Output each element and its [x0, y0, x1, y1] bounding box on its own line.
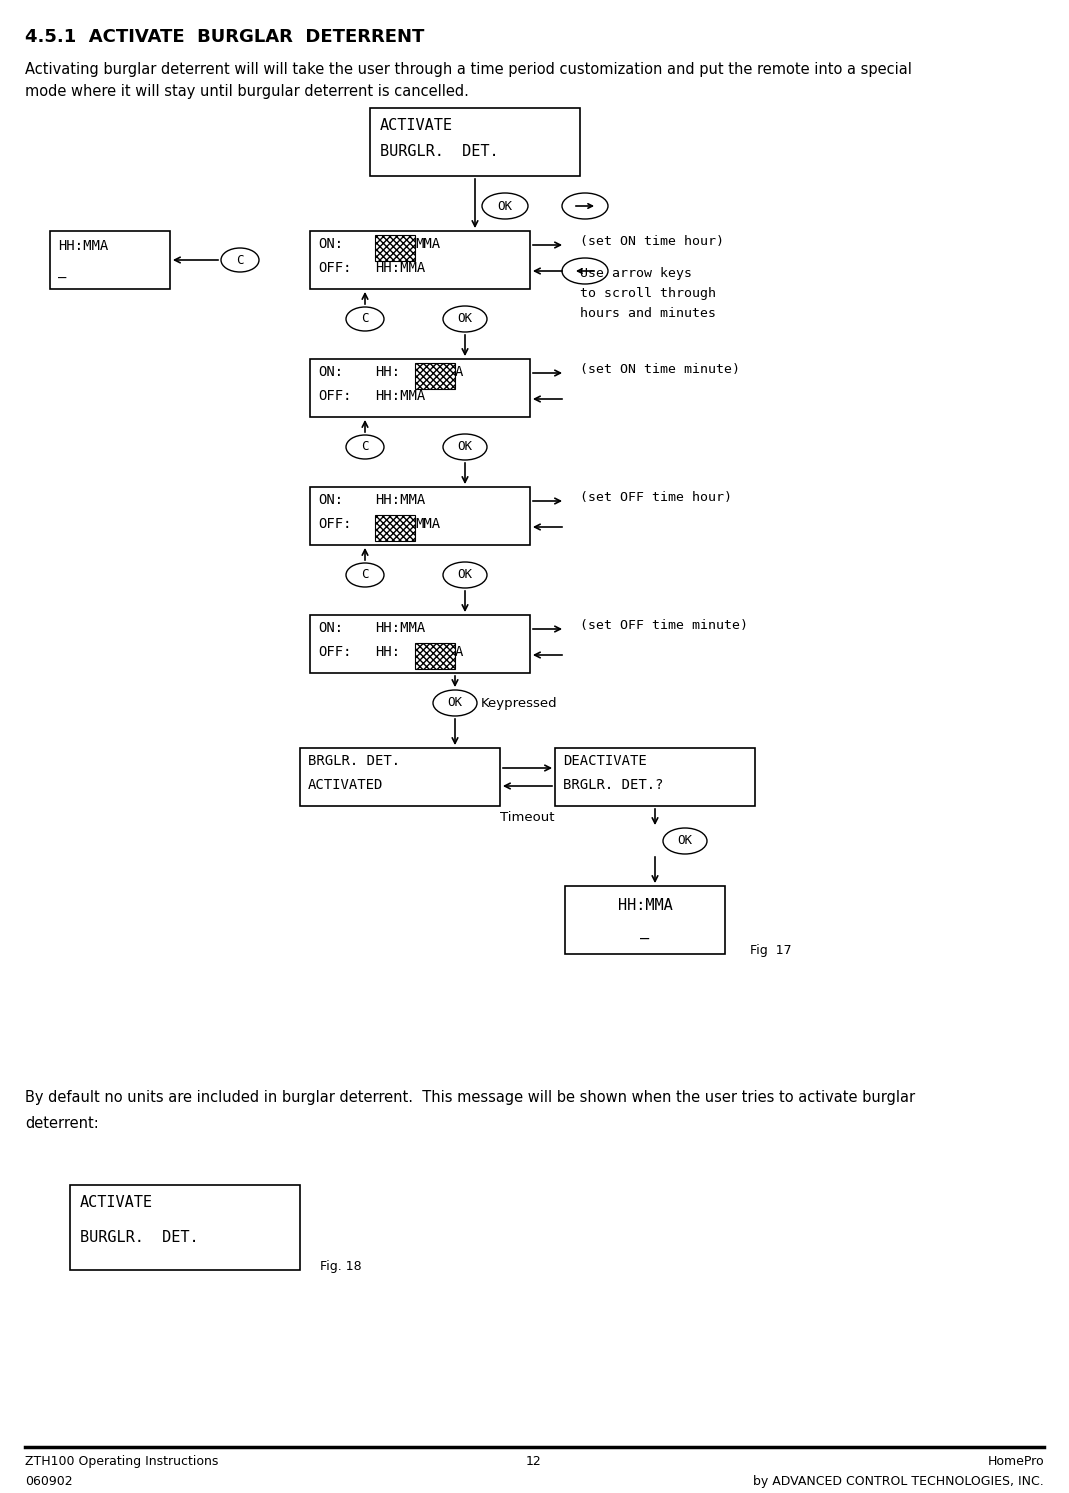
Text: mode where it will stay until burgular deterrent is cancelled.: mode where it will stay until burgular d… [25, 84, 469, 99]
Text: (set ON time hour): (set ON time hour) [580, 234, 724, 248]
Text: ACTIVATED: ACTIVATED [308, 778, 384, 791]
Ellipse shape [663, 829, 707, 854]
Bar [415, 363, 455, 390]
Text: Timeout: Timeout [499, 811, 554, 824]
Text: ZTH100 Operating Instructions: ZTH100 Operating Instructions [25, 1456, 218, 1468]
Text: (set OFF time minute): (set OFF time minute) [580, 620, 748, 632]
Text: HH:MMA: HH:MMA [375, 261, 425, 275]
Text: OK: OK [458, 440, 472, 454]
Text: HH:MMA: HH:MMA [375, 390, 425, 403]
Text: 12: 12 [526, 1456, 542, 1468]
Text: OK: OK [448, 697, 463, 709]
Text: OFF:: OFF: [317, 517, 352, 532]
Ellipse shape [346, 563, 384, 587]
Text: BRGLR. DET.?: BRGLR. DET.? [563, 778, 664, 791]
Text: _: _ [58, 264, 66, 279]
Text: C: C [361, 569, 369, 581]
Text: HH:: HH: [375, 364, 400, 379]
Text: HH:: HH: [375, 645, 400, 658]
Bar [370, 107, 580, 176]
Text: 060902: 060902 [25, 1475, 73, 1489]
Text: Use arrow keys: Use arrow keys [580, 267, 692, 281]
Bar [415, 643, 455, 669]
Text: OK: OK [458, 312, 472, 325]
Text: C: C [361, 312, 369, 325]
Text: (set OFF time hour): (set OFF time hour) [580, 491, 732, 505]
Ellipse shape [562, 193, 608, 219]
Text: Activating burglar deterrent will will take the user through a time period custo: Activating burglar deterrent will will t… [25, 63, 912, 78]
Text: deterrent:: deterrent: [25, 1115, 98, 1132]
Text: OK: OK [497, 200, 512, 212]
Text: DEACTIVATE: DEACTIVATE [563, 754, 647, 767]
Text: OFF:: OFF: [317, 261, 352, 275]
Text: ON:: ON: [317, 621, 343, 635]
Bar [310, 358, 530, 417]
Ellipse shape [482, 193, 528, 219]
Text: OK: OK [458, 569, 472, 581]
Bar [375, 515, 415, 540]
Text: ACTIVATE: ACTIVATE [80, 1194, 153, 1209]
Bar [50, 231, 170, 290]
Text: by ADVANCED CONTROL TECHNOLOGIES, INC.: by ADVANCED CONTROL TECHNOLOGIES, INC. [754, 1475, 1044, 1489]
Text: C: C [361, 440, 369, 454]
Text: A: A [455, 364, 463, 379]
Text: ON:: ON: [317, 364, 343, 379]
Text: HH:MMA: HH:MMA [375, 493, 425, 508]
Text: C: C [236, 254, 244, 266]
Text: ON:: ON: [317, 237, 343, 251]
Text: 4.5.1  ACTIVATE  BURGLAR  DETERRENT: 4.5.1 ACTIVATE BURGLAR DETERRENT [25, 28, 424, 46]
Text: Keypressed: Keypressed [481, 697, 558, 709]
Bar [69, 1185, 300, 1271]
Ellipse shape [433, 690, 477, 717]
Text: By default no units are included in burglar deterrent.  This message will be sho: By default no units are included in burg… [25, 1090, 915, 1105]
Ellipse shape [562, 258, 608, 284]
Text: HH:MMA: HH:MMA [58, 239, 108, 252]
Text: BURGLR.  DET.: BURGLR. DET. [80, 1230, 199, 1245]
Text: MMA: MMA [415, 517, 440, 532]
Bar [310, 487, 530, 545]
Bar [310, 231, 530, 290]
Bar [375, 234, 415, 261]
Text: OFF:: OFF: [317, 390, 352, 403]
Text: HH:MMA: HH:MMA [618, 897, 672, 914]
Bar [310, 615, 530, 673]
Text: OFF:: OFF: [317, 645, 352, 658]
Text: _: _ [640, 924, 650, 939]
Text: ON:: ON: [317, 493, 343, 508]
Text: ACTIVATE: ACTIVATE [379, 118, 453, 133]
Bar [566, 885, 725, 954]
Text: hours and minutes: hours and minutes [580, 308, 716, 320]
Ellipse shape [443, 306, 487, 331]
Text: (set ON time minute): (set ON time minute) [580, 363, 740, 376]
Text: Fig. 18: Fig. 18 [320, 1260, 361, 1274]
Ellipse shape [221, 248, 259, 272]
Text: to scroll through: to scroll through [580, 287, 716, 300]
Text: HomePro: HomePro [988, 1456, 1044, 1468]
Text: A: A [455, 645, 463, 658]
Bar [555, 748, 755, 806]
Text: MMA: MMA [415, 237, 440, 251]
Ellipse shape [346, 434, 384, 458]
Text: BRGLR. DET.: BRGLR. DET. [308, 754, 400, 767]
Ellipse shape [443, 434, 487, 460]
Text: HH:MMA: HH:MMA [375, 621, 425, 635]
Bar [300, 748, 500, 806]
Text: OK: OK [678, 835, 693, 848]
Text: BURGLR.  DET.: BURGLR. DET. [379, 143, 498, 158]
Text: Fig  17: Fig 17 [750, 944, 792, 957]
Ellipse shape [443, 561, 487, 588]
Ellipse shape [346, 308, 384, 331]
